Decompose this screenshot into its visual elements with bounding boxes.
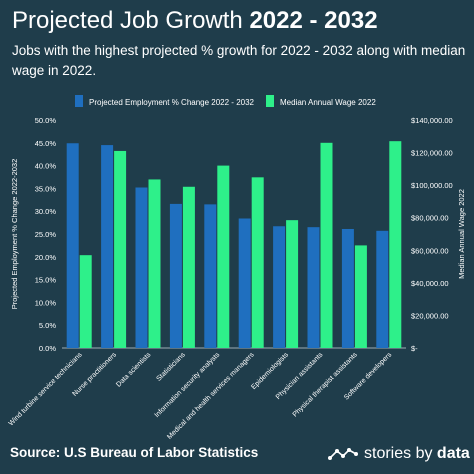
bar-wage: [217, 165, 230, 348]
legend-label-wage: Median Annual Wage 2022: [280, 98, 376, 107]
bar-wage: [182, 186, 195, 348]
y2-tick-label: $40,000.00: [411, 279, 449, 288]
title-regular: Projected Job Growth: [12, 7, 250, 34]
y2-tick-label: $60,000.00: [411, 246, 449, 255]
x-category-label: Statisticians: [155, 351, 187, 383]
y-tick-label: 50.0%: [35, 116, 57, 125]
y-tick-label: 10.0%: [35, 298, 57, 307]
bar-wage: [286, 220, 299, 348]
bar-employment: [204, 204, 217, 348]
bar-wage: [148, 179, 161, 348]
x-category-label: Wind turbine service technicians: [8, 351, 84, 427]
x-category-label: Information security analysts: [154, 351, 222, 419]
bar-employment: [238, 218, 251, 348]
y-axis-title: Projected Employment % Change 2022-2032: [10, 159, 19, 310]
y-tick-label: 40.0%: [35, 162, 57, 171]
y-tick-label: 20.0%: [35, 253, 57, 262]
bar-employment: [307, 227, 320, 348]
y-tick-label: 15.0%: [35, 276, 57, 285]
bar-wage: [114, 150, 127, 348]
bar-wage: [79, 255, 92, 348]
trend-line-icon: [328, 448, 358, 460]
legend-swatch-wage: [266, 95, 274, 107]
bar-employment: [101, 145, 114, 348]
y-tick-label: 30.0%: [35, 207, 57, 216]
brand-bold: data: [436, 445, 470, 462]
page-subtitle: Jobs with the highest projected % growth…: [12, 43, 466, 78]
bar-employment: [341, 228, 354, 348]
bar-wage: [320, 142, 333, 348]
x-category-label: Epidemiologists: [250, 351, 290, 391]
y2-tick-label: $100,000.00: [411, 181, 453, 190]
bar-employment: [273, 226, 286, 348]
bar-chart: Projected Employment % Change 2022 - 203…: [8, 95, 466, 440]
brand-regular: stories by: [364, 445, 437, 462]
title-bold: 2022 - 2032: [249, 7, 378, 34]
y2-tick-label: $20,000.00: [411, 311, 449, 320]
bar-wage: [389, 141, 402, 348]
brand-name: stories by data: [364, 445, 470, 463]
y-tick-label: 35.0%: [35, 184, 57, 193]
y-tick-label: 25.0%: [35, 230, 57, 239]
y2-tick-label: $120,000.00: [411, 149, 453, 158]
bar-employment: [66, 143, 79, 348]
y2-axis-title: Median Annual Wage 2022: [457, 189, 466, 279]
bar-employment: [169, 203, 182, 348]
source-note: Source: U.S Bureau of Labor Statistics: [10, 445, 259, 460]
y-tick-label: 45.0%: [35, 139, 57, 148]
legend-label-employment: Projected Employment % Change 2022 - 203…: [89, 98, 255, 107]
x-category-label: Data scientists: [115, 351, 152, 388]
y2-tick-label: $80,000.00: [411, 214, 449, 223]
bar-wage: [251, 177, 264, 348]
y2-tick-label: $140,000.00: [411, 116, 453, 125]
brand-logo: stories by data: [328, 442, 470, 466]
bar-employment: [376, 230, 389, 348]
bar-wage: [354, 245, 367, 348]
y-tick-label: 0.0%: [39, 344, 56, 353]
bar-employment: [135, 187, 148, 348]
y-tick-label: 5.0%: [39, 321, 56, 330]
x-category-label: Physical therapist assistants: [292, 351, 359, 418]
page-title: Projected Job Growth 2022 - 2032: [12, 6, 378, 36]
y2-tick-label: $-: [411, 344, 418, 353]
legend-swatch-employment: [75, 95, 83, 107]
